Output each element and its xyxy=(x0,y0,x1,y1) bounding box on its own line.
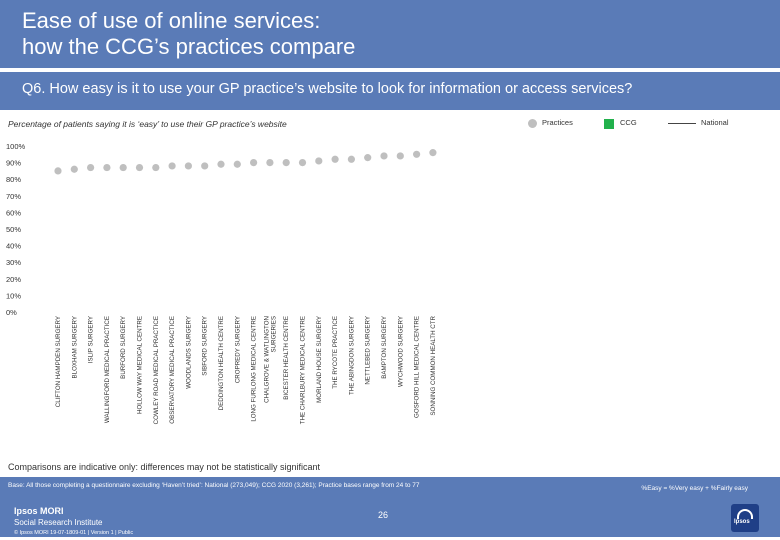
practice-point xyxy=(364,154,372,162)
y-tick-label: 20% xyxy=(6,275,21,284)
question-text: Q6. How easy is it to use your GP practi… xyxy=(22,81,633,97)
practices-scatter-chart: 0% 10% 20% 30% 40% 50% 60% 70% 80% 90% 100% CLIFTON… xyxy=(6,142,437,424)
national-line-icon xyxy=(668,123,696,124)
practice-point xyxy=(347,155,355,163)
practice-point xyxy=(217,160,225,168)
y-tick-label: 80% xyxy=(6,175,21,184)
category-label: MORLAND HOUSE SURGERY xyxy=(316,316,323,403)
category-label: SIBFORD SURGERY xyxy=(202,316,209,376)
practice-point xyxy=(152,163,160,172)
y-tick-label: 90% xyxy=(6,159,21,168)
y-tick-label: 60% xyxy=(6,208,21,217)
easy-definition: %Easy = %Very easy + %Fairly easy xyxy=(641,485,748,492)
base-description: Base: All those completing a questionnai… xyxy=(8,482,420,489)
practice-point xyxy=(315,157,323,165)
practice-point xyxy=(103,163,111,172)
title-banner: Ease of use of online services: how the … xyxy=(0,0,780,68)
practice-point xyxy=(266,159,274,167)
category-label: ISLIP SURGERY xyxy=(88,316,95,363)
ipsos-logo-icon: Ipsos xyxy=(731,504,759,532)
ipsos-badge-text: Ipsos xyxy=(734,519,750,525)
y-tick-label: 0% xyxy=(6,308,17,317)
category-label: DEDDINGTON HEALTH CENTRE xyxy=(218,316,225,410)
practice-point xyxy=(135,163,144,172)
practice-point xyxy=(429,149,437,157)
page-title-line-1: Ease of use of online services: xyxy=(22,8,321,33)
category-label: SURGERIES xyxy=(270,316,277,352)
question-banner: Q6. How easy is it to use your GP practi… xyxy=(0,72,780,110)
sri-logo-text: Social Research Institute xyxy=(14,518,103,527)
category-label: WOODLANDS SURGERY xyxy=(185,316,192,389)
category-label: GOSFORD HILL MEDICAL CENTRE xyxy=(414,316,421,418)
legend-practices: Practices xyxy=(528,118,588,130)
page-number: 26 xyxy=(378,510,389,520)
practice-point xyxy=(298,159,307,167)
legend-ccg-label: CCG xyxy=(620,118,637,127)
practice-point xyxy=(168,162,176,170)
category-label: CLIFTON HAMPDEN SURGERY xyxy=(55,316,62,407)
y-tick-label: 50% xyxy=(6,225,21,234)
y-tick-label: 70% xyxy=(6,192,21,201)
category-label: WALLINGFORD MEDICAL PRACTICE xyxy=(104,316,111,423)
ccg-square-icon xyxy=(604,119,614,129)
legend-practices-label: Practices xyxy=(542,118,573,127)
category-label: CHALGROVE & WATLINGTON xyxy=(263,316,270,403)
category-label: WYCHWOOD SURGERY xyxy=(397,316,404,387)
practice-point xyxy=(413,150,421,158)
practice-point xyxy=(380,152,388,160)
legend-national: National xyxy=(668,118,748,130)
practice-point xyxy=(201,162,209,170)
category-label: THE ABINGDON SURGERY xyxy=(348,316,355,395)
practice-point xyxy=(396,152,404,160)
practice-point xyxy=(250,159,258,167)
practice-point xyxy=(331,155,339,163)
category-label: THE CHARLBURY MEDICAL CENTRE xyxy=(300,316,307,424)
category-label: BAMPTON SURGERY xyxy=(381,316,388,379)
category-label: BICESTER HEALTH CENTRE xyxy=(283,316,290,400)
category-label: BURFORD SURGERY xyxy=(120,316,127,379)
practice-point xyxy=(282,159,290,167)
practice-point xyxy=(184,162,192,170)
practice-point xyxy=(87,163,95,172)
chart-subtitle: Percentage of patients saying it is ‘eas… xyxy=(8,119,287,129)
significance-note: Comparisons are indicative only: differe… xyxy=(8,462,320,472)
ipsos-mori-logo-text: Ipsos MORI xyxy=(14,506,64,516)
practice-dot-icon xyxy=(528,119,537,128)
category-label: BLOXHAM SURGERY xyxy=(71,316,78,378)
category-label: THE RYCOTE PRACTICE xyxy=(332,316,339,389)
category-label: CROPREDY SURGERY xyxy=(234,316,241,383)
y-tick-label: 100% xyxy=(6,142,26,151)
practice-point xyxy=(70,165,78,173)
y-tick-label: 30% xyxy=(6,258,21,267)
practice-point xyxy=(119,163,127,172)
y-tick-label: 10% xyxy=(6,291,21,300)
category-label: OBSERVATORY MEDICAL PRACTICE xyxy=(169,316,176,424)
category-label: NETTLEBED SURGERY xyxy=(365,316,372,385)
legend-national-label: National xyxy=(701,118,729,127)
category-label: COWLEY ROAD MEDICAL PRACTICE xyxy=(153,316,160,424)
credits-text: © Ipsos MORI 19-07-1809-01 | Version 1 |… xyxy=(14,530,134,536)
category-label: HOLLOW WAY MEDICAL CENTRE xyxy=(137,316,144,414)
y-tick-label: 40% xyxy=(6,242,21,251)
practice-point xyxy=(233,160,241,168)
footer-bar: Base: All those completing a questionnai… xyxy=(0,477,780,537)
page-title-line-2: how the CCG’s practices compare xyxy=(22,34,356,59)
category-label: SONNING COMMON HEALTH CTR xyxy=(430,315,437,415)
legend-ccg: CCG xyxy=(604,118,654,130)
category-label: LONG FURLONG MEDICAL CENTRE xyxy=(251,316,258,422)
practice-point xyxy=(54,167,62,175)
